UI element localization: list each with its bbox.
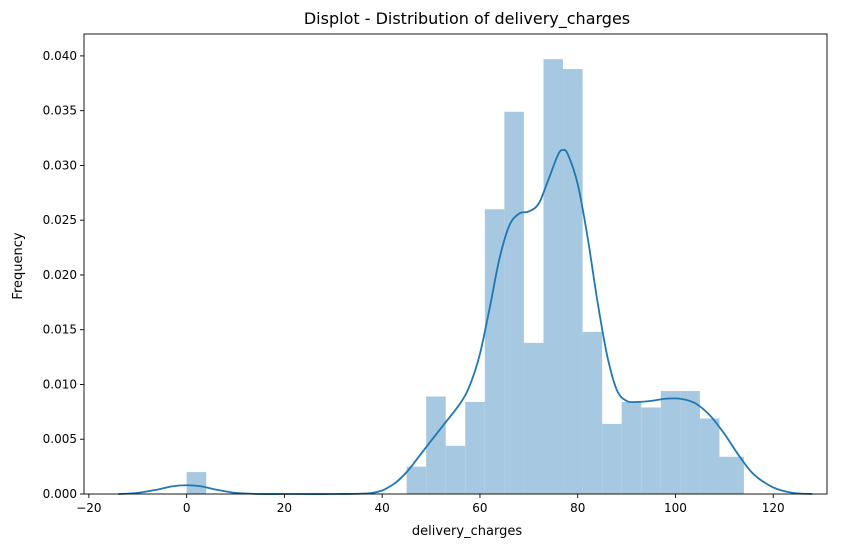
y-tick-label: 0.020 [43,268,77,282]
histogram-bar [641,407,661,494]
y-tick-label: 0.010 [43,377,77,391]
plot-frame [83,33,828,495]
y-axis-label: Frequency [11,232,26,299]
x-tick-label: −20 [76,501,101,515]
histogram-bar [406,466,427,494]
y-tick-label: 0.025 [43,213,77,227]
histogram-bar [186,472,207,494]
chart-title: Displot - Distribution of delivery_charg… [304,9,630,29]
histogram-bars [186,59,744,495]
x-tick-label: 60 [472,501,487,515]
x-tick-label: 0 [183,501,191,515]
histogram-bar [484,209,505,494]
x-tick-label: 40 [375,501,390,515]
y-tick-label: 0.030 [43,158,77,172]
y-tick-label: 0.005 [43,432,77,446]
histogram-bar [504,111,524,494]
histogram-bar [523,342,544,494]
y-tick-label: 0.040 [43,49,77,63]
y-tick-label: 0.015 [43,323,77,337]
histogram-bar [465,402,485,494]
histogram-bar [719,456,744,494]
y-tick-label: 0.035 [43,104,77,118]
x-tick-label: 100 [664,501,687,515]
histogram-bar [680,391,700,494]
histogram-bar [582,331,603,494]
ticks: −20 0 20 40 60 80 100 120 0.000 0.005 0.010 0.015 0.… [43,49,785,515]
histogram-bar [426,396,446,494]
axes [83,33,828,495]
y-tick-label: 0.000 [43,487,77,501]
histogram-bar [660,391,681,494]
histogram-bar [563,69,583,495]
histogram-bar [621,402,642,494]
x-axis-label: delivery_charges [412,524,522,539]
histogram-bar [699,418,720,494]
histogram-bar [445,445,466,494]
x-tick-label: 20 [277,501,292,515]
x-tick-label: 80 [570,501,585,515]
x-tick-label: 120 [762,501,785,515]
histogram-bar [602,423,622,494]
histogram-bar [543,59,564,494]
